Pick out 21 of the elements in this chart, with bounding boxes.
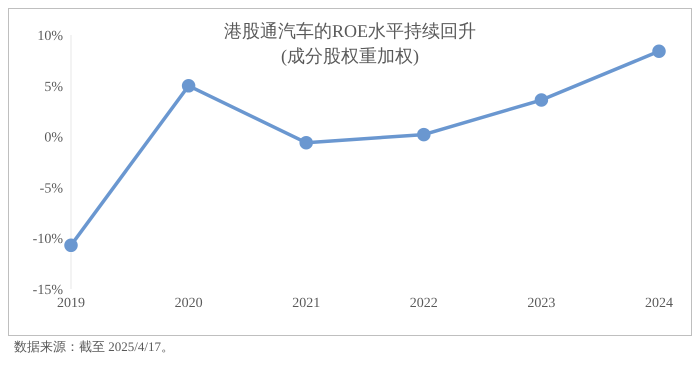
- x-tick-label: 2024: [645, 296, 673, 311]
- y-tick-label: -10%: [32, 232, 64, 248]
- x-tick-label: 2021: [292, 296, 320, 311]
- y-tick-label: -15%: [32, 282, 64, 298]
- y-tick-label: 5%: [44, 80, 64, 95]
- point: [299, 136, 313, 150]
- point: [534, 93, 548, 107]
- source-note: 数据来源：截至 2025/4/17。: [14, 338, 175, 356]
- chart-title: 港股通汽车的ROE水平持续回升: [224, 21, 476, 41]
- x-tick-label: 2022: [410, 296, 438, 311]
- point: [417, 128, 431, 142]
- point: [652, 44, 666, 58]
- text: (成分股权重加权): [280, 45, 420, 68]
- y-tick-label: 0%: [44, 130, 64, 146]
- y-tick-label: -5%: [40, 181, 64, 196]
- x-tick-label: 2019: [57, 296, 85, 311]
- y-tick-label: 10%: [37, 28, 64, 44]
- x-tick-label: 2020: [174, 296, 203, 311]
- point: [64, 238, 78, 252]
- point: [182, 79, 196, 93]
- x-tick-label: 2023: [527, 296, 556, 311]
